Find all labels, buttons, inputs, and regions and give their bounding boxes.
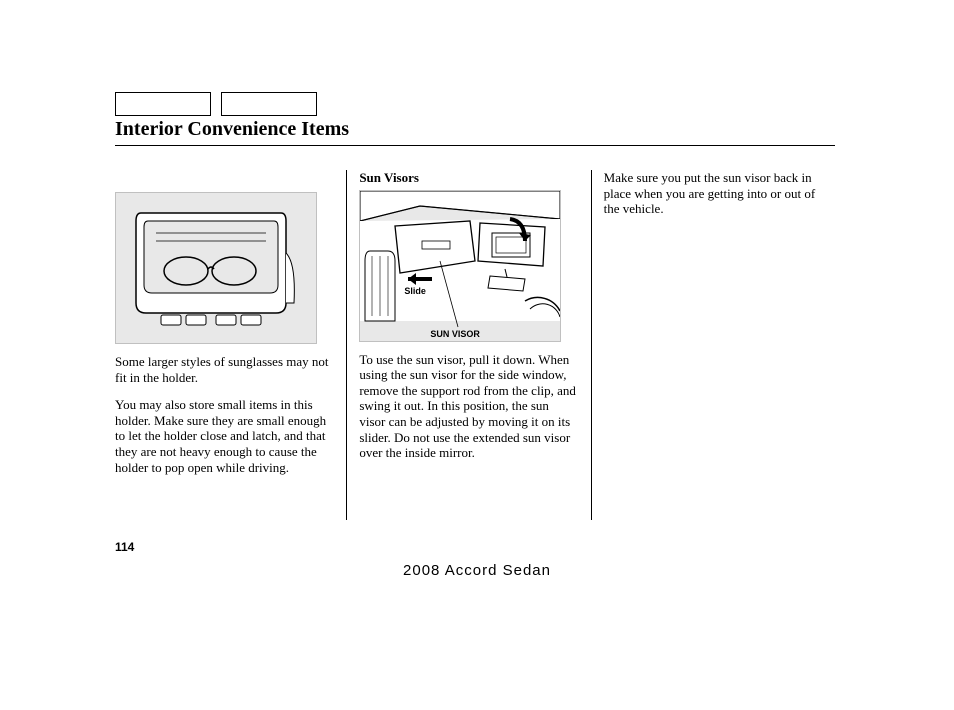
column-2: Sun Visors bbox=[359, 170, 590, 520]
sunglasses-holder-figure bbox=[115, 192, 317, 344]
tab-box-1 bbox=[115, 92, 211, 116]
col3-paragraph-1: Make sure you put the sun visor back in … bbox=[604, 170, 821, 217]
col1-paragraph-1: Some larger styles of sunglasses may not… bbox=[115, 354, 332, 385]
col2-paragraph-1: To use the sun visor, pull it down. When… bbox=[359, 352, 576, 461]
slide-label: Slide bbox=[404, 286, 426, 297]
footer-model: 2008 Accord Sedan bbox=[0, 562, 954, 579]
page-number: 114 bbox=[115, 540, 134, 554]
title-rule bbox=[115, 145, 835, 146]
column-divider-2 bbox=[591, 170, 592, 520]
column-3: Make sure you put the sun visor back in … bbox=[604, 170, 835, 520]
sun-visors-heading: Sun Visors bbox=[359, 170, 576, 186]
header-tabs bbox=[115, 92, 317, 116]
column-divider-1 bbox=[346, 170, 347, 520]
col1-paragraph-2: You may also store small items in this h… bbox=[115, 397, 332, 475]
sun-visor-illustration bbox=[360, 191, 560, 341]
manual-page: Interior Convenience Items bbox=[0, 0, 954, 710]
content-columns: Some larger styles of sunglasses may not… bbox=[115, 170, 835, 520]
sunglasses-holder-illustration bbox=[116, 193, 316, 343]
section-title: Interior Convenience Items bbox=[115, 118, 349, 141]
tab-box-2 bbox=[221, 92, 317, 116]
sun-visor-label: SUN VISOR bbox=[430, 329, 480, 340]
sun-visor-figure: Slide SUN VISOR bbox=[359, 190, 561, 342]
column-1: Some larger styles of sunglasses may not… bbox=[115, 170, 346, 520]
